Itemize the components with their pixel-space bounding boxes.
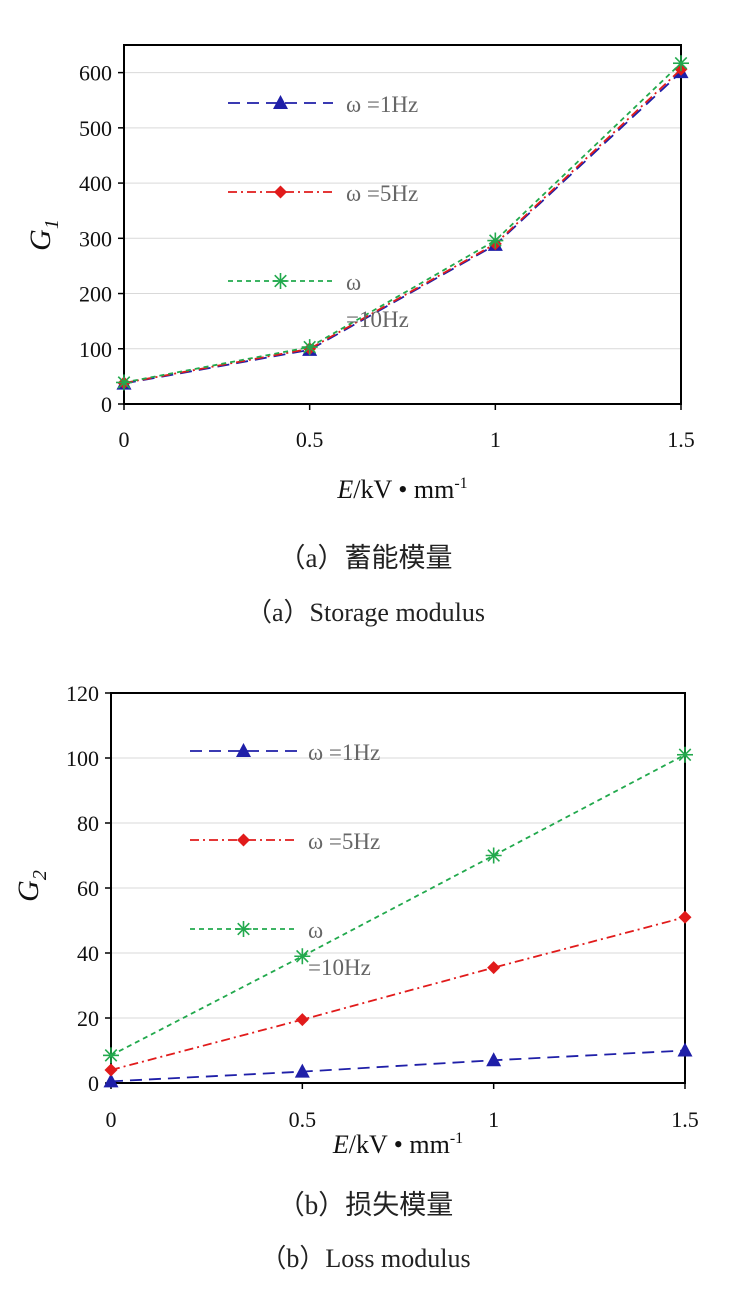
series-line [123, 71, 682, 385]
x-tick-label: 0.5 [296, 427, 324, 452]
y-axis-label: G1 [24, 219, 63, 251]
x-axis-label-unit: /kV • mm [353, 475, 454, 504]
y-tick-label: 120 [66, 681, 99, 706]
legend-entry-1: ω =1Hz [228, 92, 418, 117]
y-tick-label: 0 [88, 1071, 99, 1096]
legend-entry-1: ω =1Hz [190, 740, 380, 765]
asterisk-stroke [237, 922, 250, 936]
x-axis-label-superscript: -1 [454, 475, 467, 492]
x-axis-label-variable: E [332, 1130, 349, 1159]
y-tick-label: 500 [79, 116, 112, 141]
asterisk-stroke [104, 1049, 118, 1062]
series-line [110, 753, 686, 1057]
asterisk-stroke [678, 748, 692, 762]
chart-loss-modulus: 0 20 40 60 80 100 120 0 0.5 1 1.5 E/kV • mm-1 G2 ω =1… [12, 681, 699, 1159]
y-tick-label: 80 [77, 811, 99, 836]
y-tick-label: 100 [79, 337, 112, 362]
asterisk-stroke [674, 56, 688, 70]
data-point [301, 339, 318, 356]
data-point [104, 1063, 118, 1077]
asterisk-stroke [117, 376, 131, 389]
y-tick-label: 0 [101, 392, 112, 417]
data-point [485, 847, 502, 864]
legend-label: ω =5Hz [308, 829, 380, 854]
data-point [486, 1052, 502, 1067]
series-3 [116, 55, 689, 391]
legend-marker [237, 833, 250, 847]
data-point [103, 1073, 119, 1088]
legend-entry-3: ω =10Hz [228, 270, 409, 332]
legend-entry-3: ω =10Hz [190, 918, 371, 980]
x-axis-label-superscript: -1 [450, 1130, 463, 1147]
legend-entry-2: ω =5Hz [190, 829, 380, 854]
y-axis-label: G2 [12, 870, 51, 902]
y-tick-label: 600 [79, 61, 112, 86]
y-tick-label: 200 [79, 282, 112, 307]
x-tick-label: 1 [488, 1107, 499, 1132]
x-tick-label: 0 [119, 427, 130, 452]
y-tick-label: 300 [79, 226, 112, 251]
legend-label: ω [308, 918, 323, 943]
series-line [110, 916, 686, 1071]
data-point [295, 1013, 309, 1027]
legend-marker [235, 921, 252, 937]
y-axis-label-subscript: 2 [29, 870, 51, 880]
x-tick-label: 1 [490, 427, 501, 452]
legend-entry-2: ω =5Hz [228, 181, 418, 206]
asterisk-stroke [489, 234, 502, 247]
y-axis-label-subscript: 1 [41, 219, 63, 229]
caption-b-english: （b）Loss modulus [260, 1244, 471, 1273]
y-tick-label: 60 [77, 876, 99, 901]
legend-label: ω =1Hz [346, 92, 418, 117]
series-2 [104, 910, 692, 1077]
asterisk-stroke [303, 340, 316, 354]
legend-label: =10Hz [308, 955, 371, 980]
asterisk-stroke [296, 949, 309, 963]
y-tick-label: 40 [77, 941, 99, 966]
data-point [677, 746, 693, 763]
data-point [116, 374, 132, 391]
y-axis-label-symbol: G [24, 229, 57, 251]
series-line [110, 1049, 686, 1083]
caption-a-chinese: （a）蓄能模量 [278, 543, 453, 573]
data-point [678, 910, 692, 924]
data-point [294, 948, 311, 965]
x-tick-label: 1.5 [667, 427, 695, 452]
caption-b-chinese: （b）损失模量 [277, 1190, 454, 1220]
x-axis-label: E/kV • mm-1 [332, 1130, 463, 1159]
x-tick-label: 0 [106, 1107, 117, 1132]
series-3 [103, 746, 693, 1064]
caption-a-english: （a）Storage modulus [245, 598, 486, 627]
y-tick-label: 100 [66, 746, 99, 771]
legend-marker [274, 185, 287, 199]
data-point [673, 55, 689, 72]
data-point [487, 232, 504, 249]
asterisk-stroke [274, 274, 287, 288]
x-tick-label: 0.5 [289, 1107, 317, 1132]
legend-label: ω =5Hz [346, 181, 418, 206]
x-tick-label: 1.5 [671, 1107, 699, 1132]
data-point [677, 1042, 693, 1057]
plot-frame [123, 44, 682, 405]
legend-label: ω [346, 270, 361, 295]
series-1 [103, 1042, 693, 1088]
x-axis-label-variable: E [336, 475, 353, 504]
legend-marker [236, 743, 251, 757]
x-axis-label: E/kV • mm-1 [336, 475, 467, 504]
x-axis-label-unit: /kV • mm [349, 1130, 450, 1159]
data-point [487, 961, 501, 975]
legend-marker [272, 273, 289, 289]
legend-label: =10Hz [346, 307, 409, 332]
legend-label: ω =1Hz [308, 740, 380, 765]
asterisk-stroke [487, 849, 500, 862]
y-axis-label-symbol: G [12, 880, 45, 902]
y-tick-label: 20 [77, 1006, 99, 1031]
legend-marker [273, 95, 288, 109]
data-point [103, 1047, 119, 1064]
data-point [294, 1063, 310, 1078]
y-tick-label: 400 [79, 171, 112, 196]
series-line [123, 62, 682, 384]
